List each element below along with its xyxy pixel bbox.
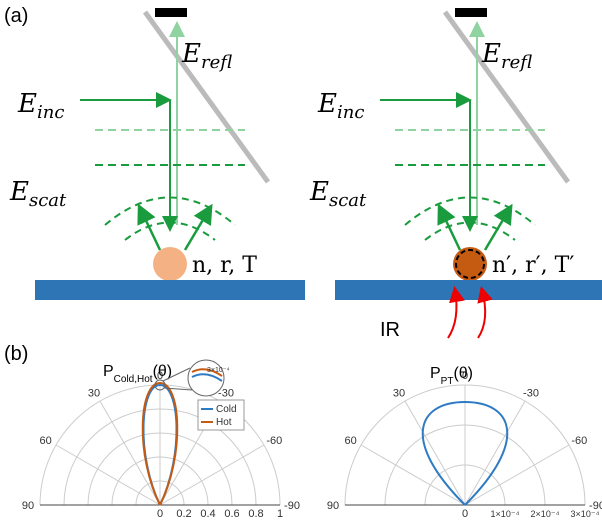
- scatter-arrow: [185, 208, 210, 250]
- angle-label: -30: [523, 387, 539, 399]
- scatter-arrow: [485, 208, 510, 250]
- symbol-main: E: [17, 89, 37, 119]
- angle-label: 90: [327, 500, 339, 512]
- particle: [453, 247, 487, 281]
- symbol-sub: refl: [201, 52, 232, 73]
- symbol-tail: (θ): [453, 365, 473, 382]
- symbol-sub: inc: [37, 102, 64, 123]
- symbol-main: P: [430, 365, 441, 382]
- polar-spoke: [465, 445, 569, 505]
- symbol: Erefl: [481, 39, 532, 73]
- radial-label: 3×10⁻⁴: [571, 509, 600, 519]
- angle-label: 30: [88, 387, 100, 399]
- symbol: Erefl: [181, 39, 232, 73]
- radial-label: 0.8: [248, 508, 263, 520]
- symbol-sub: scat: [29, 190, 67, 211]
- symbol: PPT(θ): [430, 365, 473, 387]
- symbol-tail: (θ): [153, 363, 173, 380]
- mirror: [145, 12, 268, 182]
- panel-label: (b): [4, 343, 28, 365]
- symbol-sub: scat: [329, 190, 367, 211]
- radial-label: 1: [277, 508, 283, 520]
- symbol-main: E: [9, 177, 29, 207]
- symbol-main: P: [103, 363, 114, 380]
- radial-label: 2×10⁻⁴: [531, 509, 560, 519]
- panel-label: (a): [4, 5, 28, 27]
- radial-label: 0: [157, 508, 163, 520]
- polar-spoke: [465, 401, 525, 505]
- symbol-sub: refl: [501, 52, 532, 73]
- scatter-arrow: [440, 208, 460, 250]
- ir-label: IR: [380, 319, 400, 341]
- polar-spoke: [100, 401, 160, 505]
- particle-label: n′, r′, T′: [492, 253, 574, 278]
- legend-label: Cold: [216, 404, 237, 415]
- angle-label: -60: [571, 435, 587, 447]
- mirror: [445, 12, 568, 182]
- substrate: [335, 280, 602, 300]
- symbol-main: E: [481, 39, 501, 69]
- symbol: Escat: [9, 177, 67, 211]
- symbol: Escat: [309, 177, 367, 211]
- symbol-main: E: [181, 39, 201, 69]
- symbol: Einc: [317, 89, 364, 123]
- symbol-sub: Cold,Hot: [114, 374, 153, 385]
- figure: (a) EreflEincEscatn, r, T EreflEincEscat…: [0, 0, 602, 527]
- legend-label: Hot: [216, 417, 232, 428]
- radial-label: 0.6: [224, 508, 239, 520]
- radial-label: 0: [462, 508, 468, 520]
- radial-label: 1×10⁻⁴: [491, 509, 520, 519]
- angle-label: 30: [393, 387, 405, 399]
- inset-label: 3×10⁻⁴: [207, 367, 229, 374]
- angle-label: 60: [345, 435, 357, 447]
- symbol-main: E: [317, 89, 337, 119]
- symbol-sub: inc: [337, 102, 364, 123]
- radial-label: 0.4: [200, 508, 215, 520]
- radial-label: 0.2: [176, 508, 191, 520]
- angle-label: 60: [40, 435, 52, 447]
- symbol-sub: PT: [441, 376, 454, 387]
- particle: [153, 247, 187, 281]
- angle-label: -90: [284, 500, 300, 512]
- angle-label: -60: [266, 435, 282, 447]
- detector: [455, 8, 487, 17]
- polar-spoke: [405, 401, 465, 505]
- symbol-main: E: [309, 177, 329, 207]
- polar-spoke: [361, 445, 465, 505]
- particle-label: n, r, T: [192, 253, 257, 278]
- angle-label: 90: [22, 500, 34, 512]
- scatter-arrow: [140, 208, 160, 250]
- substrate: [35, 280, 305, 300]
- detector: [155, 8, 187, 17]
- symbol: Einc: [17, 89, 64, 123]
